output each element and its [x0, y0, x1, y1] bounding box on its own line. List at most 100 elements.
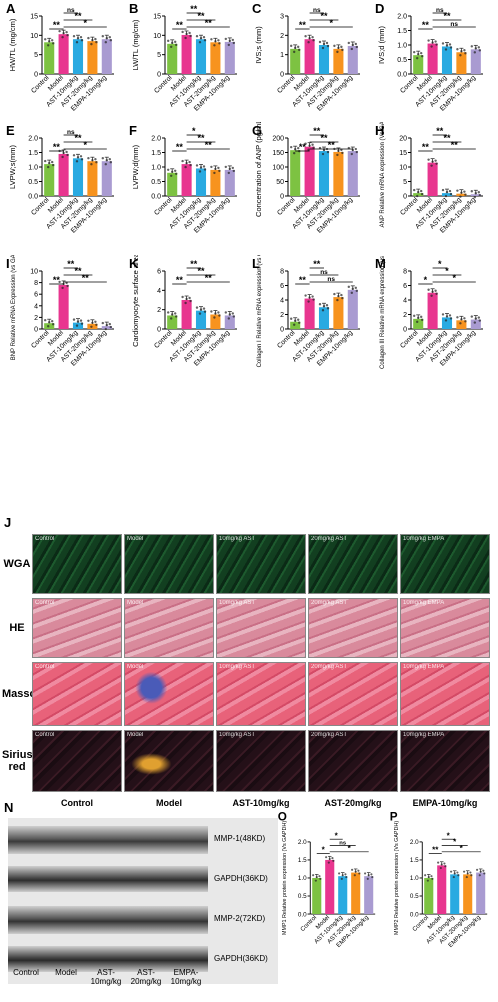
y-tick-label: 20: [399, 136, 407, 143]
data-point: [167, 311, 170, 314]
micrograph-caption: Model: [127, 664, 144, 670]
bar-4: [476, 872, 486, 915]
sig-label: **: [197, 11, 205, 21]
sig-label: **: [313, 126, 321, 136]
data-point: [337, 294, 340, 298]
data-point: [347, 41, 350, 45]
sig-label: **: [299, 142, 307, 152]
data-point: [427, 158, 430, 161]
micrograph-caption: Control: [35, 600, 55, 606]
y-tick-label: 2: [280, 33, 284, 40]
data-point: [431, 290, 434, 293]
data-point: [108, 158, 112, 161]
sig-label: **: [432, 846, 439, 855]
bar-2: [318, 45, 330, 74]
data-point: [210, 38, 213, 41]
data-point: [51, 39, 54, 42]
y-tick-label: 0.5: [151, 179, 161, 186]
y-tick-label: 1.0: [28, 165, 38, 172]
y-tick-label: 10: [30, 33, 38, 40]
data-point: [202, 36, 206, 39]
panel-label-E: E: [6, 123, 15, 138]
data-point: [170, 174, 173, 177]
data-point: [48, 40, 51, 43]
data-point: [298, 321, 301, 324]
data-point: [473, 321, 476, 324]
bar-chart-E: ELVPW;s(mm)0.00.51.01.52.0ControlModelAS…: [6, 123, 114, 235]
micrograph-caption: 20mg/kg AST: [311, 536, 348, 542]
data-point: [473, 51, 476, 54]
y-tick-label: 1.5: [410, 857, 419, 864]
micrograph-sirius-red-4: 10mg/kg EMPA: [400, 730, 490, 792]
data-point: [350, 291, 353, 295]
bar-4: [347, 289, 358, 329]
y-tick-label: 2.0: [397, 14, 407, 21]
data-point: [326, 44, 330, 48]
y-axis-label: ANP Relative mRNA expression (Vs GAPDH): [380, 122, 386, 227]
chart-panel-K: K Cardiomyocyte surface area 0 2 4 6 Control Mo…: [127, 252, 249, 382]
data-point: [421, 318, 424, 322]
data-point: [184, 36, 187, 40]
bar-0: [167, 315, 178, 329]
blot-lane-control: Control: [13, 968, 39, 977]
data-point: [213, 171, 216, 175]
micrograph-masson-4: 10mg/kg EMPA: [400, 662, 490, 726]
sig-label: **: [205, 140, 213, 150]
data-point: [91, 38, 94, 42]
y-tick-label: 4: [280, 298, 284, 305]
blot-label-gapdh-2: GAPDH(36KD): [214, 954, 268, 963]
sig-label: *: [453, 838, 457, 847]
data-point: [199, 308, 203, 311]
y-tick-label: 1.0: [298, 875, 307, 882]
data-point: [434, 159, 437, 162]
bar-3: [456, 52, 467, 74]
data-point: [217, 39, 220, 42]
data-point: [341, 151, 344, 155]
data-point: [441, 42, 445, 45]
data-point: [456, 189, 459, 192]
data-point: [195, 35, 199, 38]
bar-4: [224, 169, 235, 196]
chart-panel-G: G Concentration of ANP (pg/mL) 0 50 100 150 20…: [250, 117, 372, 249]
data-point: [95, 40, 98, 44]
data-point: [426, 879, 429, 882]
data-point: [340, 45, 343, 49]
data-point: [321, 309, 325, 312]
data-point: [444, 194, 448, 198]
chart-panel-E: E LVPW;s(mm) 0.0 0.5 1.0 1.5 2.0 Control Model AS…: [4, 122, 126, 249]
bar-0: [424, 877, 434, 915]
bar-4: [470, 194, 481, 196]
y-tick-label: 0.0: [28, 194, 38, 201]
y-tick-label: 5: [34, 52, 38, 59]
data-point: [101, 321, 105, 325]
blot-band-gapdh-2: [8, 946, 208, 972]
data-point: [318, 303, 322, 306]
data-point: [470, 315, 473, 318]
data-point: [47, 325, 50, 328]
data-point: [344, 873, 347, 876]
data-point: [482, 869, 485, 872]
data-point: [463, 49, 466, 52]
y-tick-label: 2.0: [28, 136, 38, 143]
data-point: [355, 289, 358, 293]
bar-2: [72, 158, 84, 196]
micrograph-caption: 10mg/kg EMPA: [403, 664, 445, 670]
bar-2: [338, 876, 348, 915]
y-tick-label: 5: [403, 179, 407, 186]
y-tick-label: 8: [403, 269, 407, 276]
data-point: [336, 298, 339, 302]
data-point: [52, 323, 55, 326]
data-point: [105, 323, 109, 327]
data-point: [459, 195, 462, 198]
micrograph-he-1: Model: [124, 598, 214, 658]
sig-label: **: [190, 4, 198, 14]
y-axis-label: LVPW;d(mm): [131, 144, 140, 189]
y-tick-label: 0: [280, 327, 284, 334]
data-point: [351, 148, 354, 152]
micrograph-caption: 10mg/kg AST: [219, 732, 256, 738]
data-point: [331, 857, 334, 860]
data-point: [416, 56, 419, 60]
bar-0: [312, 877, 322, 915]
